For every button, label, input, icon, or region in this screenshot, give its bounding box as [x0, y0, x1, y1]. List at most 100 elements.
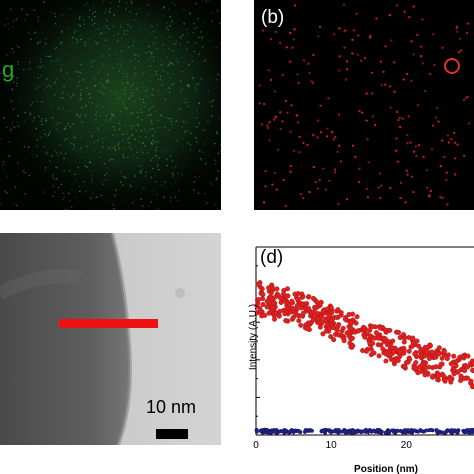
green-speckle	[57, 58, 59, 61]
green-speckle	[156, 141, 159, 143]
red-data-point	[430, 373, 436, 379]
green-speckle	[61, 14, 64, 16]
green-speckle	[81, 106, 83, 109]
green-speckle	[128, 146, 131, 148]
red-data-point	[353, 320, 359, 326]
green-speckle	[171, 20, 173, 23]
green-speckle	[79, 92, 82, 95]
red-data-point	[266, 310, 272, 316]
green-speckle	[203, 21, 205, 23]
green-speckle	[195, 2, 197, 5]
green-speckle	[42, 65, 44, 67]
green-speckle	[139, 28, 142, 31]
green-speckle	[118, 0, 121, 3]
green-speckle	[65, 138, 68, 140]
blue-data-point	[470, 430, 474, 435]
green-speckle	[182, 145, 185, 148]
green-speckle	[23, 112, 26, 114]
green-speckle	[179, 108, 181, 110]
red-dot	[279, 127, 282, 131]
green-speckle	[196, 117, 198, 119]
green-speckle	[105, 32, 107, 34]
green-speckle	[81, 156, 84, 158]
red-data-point	[278, 295, 284, 301]
green-speckle	[194, 176, 196, 178]
red-data-point	[266, 285, 272, 291]
green-speckle	[138, 141, 140, 144]
green-speckle	[93, 141, 95, 143]
green-speckle	[99, 115, 101, 118]
green-speckle	[123, 156, 125, 158]
green-speckle	[63, 85, 65, 88]
red-data-point	[282, 298, 288, 304]
green-speckle	[94, 22, 96, 24]
red-dot	[410, 79, 413, 82]
red-data-point	[412, 351, 418, 357]
green-speckle	[154, 36, 157, 39]
red-data-point	[451, 353, 457, 359]
green-speckle	[168, 86, 170, 88]
blue-data-point	[321, 428, 326, 433]
red-dot	[441, 139, 444, 142]
green-speckle	[142, 98, 144, 100]
green-speckle	[84, 41, 86, 44]
green-speckle	[57, 154, 59, 157]
red-dot	[465, 96, 468, 100]
green-speckle	[140, 149, 142, 151]
green-speckle	[65, 72, 67, 74]
red-dot	[260, 123, 263, 126]
red-data-point	[317, 300, 323, 306]
green-speckle	[100, 194, 103, 197]
green-speckle	[91, 181, 94, 183]
red-dot	[456, 30, 459, 33]
red-dot	[337, 202, 340, 206]
green-speckle	[86, 87, 88, 89]
green-speckle	[174, 101, 176, 103]
green-speckle	[122, 73, 125, 75]
red-dot	[278, 41, 282, 45]
blue-data-point	[297, 429, 302, 434]
red-dot	[410, 40, 413, 43]
green-speckle	[65, 209, 68, 210]
red-data-point	[335, 307, 341, 313]
green-speckle	[118, 148, 121, 150]
red-dot	[262, 201, 266, 204]
green-speckle	[133, 19, 136, 21]
green-speckle	[97, 129, 100, 131]
blue-data-point	[361, 429, 366, 434]
green-speckle	[135, 124, 137, 126]
green-speckle	[44, 169, 47, 171]
panel-b-elemental-map: (b)	[254, 0, 474, 210]
green-speckle	[29, 61, 31, 64]
green-speckle	[111, 67, 114, 69]
green-speckle	[211, 115, 213, 117]
blue-data-point	[331, 429, 336, 434]
red-dot	[465, 31, 469, 35]
red-dot	[333, 33, 336, 36]
green-speckle	[69, 110, 72, 112]
panel-d-intensity-chart: 0 10 20 Intensity (A.U.) Position (nm) (d)	[236, 233, 474, 474]
green-speckle	[69, 7, 72, 10]
green-speckle	[24, 19, 26, 21]
green-speckle	[182, 34, 184, 36]
red-dot	[412, 190, 415, 194]
red-dot	[453, 141, 457, 144]
green-speckle	[79, 99, 81, 101]
green-speckle	[170, 118, 172, 120]
green-speckle	[26, 13, 29, 16]
green-speckle	[16, 45, 18, 47]
red-data-point	[426, 364, 432, 370]
green-speckle	[12, 108, 14, 111]
green-speckle	[77, 85, 79, 87]
green-speckle	[144, 19, 147, 21]
green-speckle	[41, 123, 43, 126]
red-data-point	[395, 357, 401, 363]
green-speckle	[94, 11, 96, 13]
green-speckle	[125, 8, 127, 10]
green-speckle	[112, 134, 114, 136]
red-data-point	[328, 304, 334, 310]
green-speckle	[48, 56, 50, 58]
green-speckle	[125, 106, 127, 109]
green-speckle	[72, 37, 75, 39]
red-dot	[286, 111, 289, 115]
